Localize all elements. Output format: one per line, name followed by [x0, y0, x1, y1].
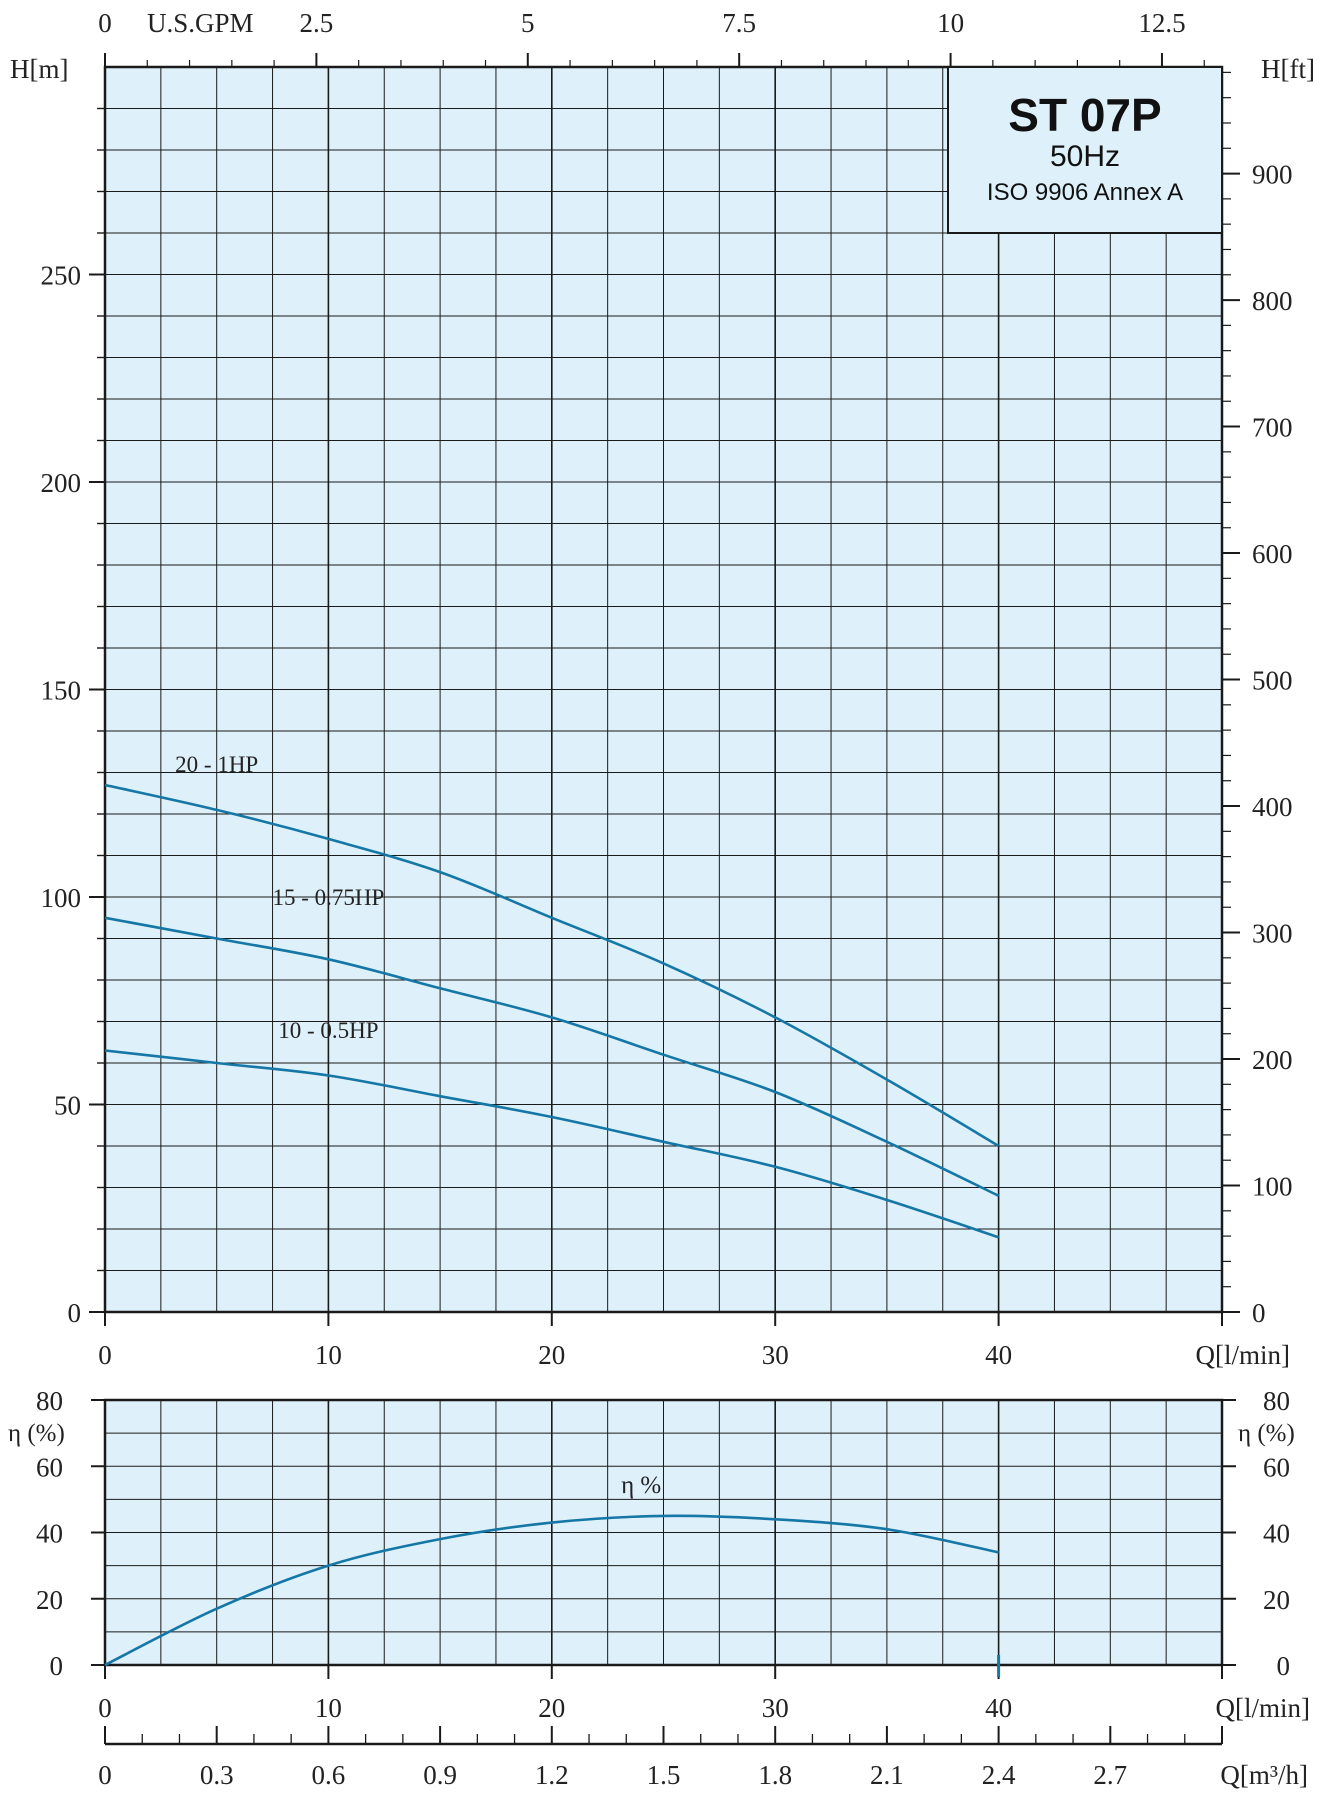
- m3h-axis: 0 0.3 0.6 0.9 1.2 1.5 1.8 2.1 2.4 2.7 Q[m³/h]: [98, 1726, 1308, 1790]
- gpm-tick-label: 5: [521, 8, 535, 38]
- eff-right-tick-label: 0: [1277, 1651, 1291, 1681]
- head-right-tick-label: 400: [1252, 792, 1293, 822]
- title-box: ST 07P 50Hz ISO 9906 Annex A: [947, 66, 1223, 234]
- head-left-tick-label: 100: [41, 883, 82, 913]
- head-right-tick-label: 0: [1252, 1298, 1266, 1328]
- head-x-axis-label: Q[l/min]: [1196, 1340, 1291, 1370]
- eff-left-axis-label: η (%): [8, 1420, 65, 1447]
- head-right-tick-label: 900: [1252, 160, 1293, 190]
- m3h-tick-label: 1.2: [535, 1760, 569, 1790]
- eff-x-tick-label: 0: [98, 1693, 112, 1723]
- head-curve-label: 15 - 0.75HP: [272, 885, 384, 910]
- gpm-tick-label: 0: [98, 8, 112, 38]
- head-right-axis-label: H[ft]: [1261, 54, 1315, 84]
- eff-x-tick-label: 40: [985, 1693, 1012, 1723]
- head-x-tick-label: 30: [762, 1340, 789, 1370]
- head-curve: [104, 1049, 1000, 1239]
- head-right-tick-label: 300: [1252, 919, 1293, 949]
- gpm-tick-label: 7.5: [722, 8, 756, 38]
- eff-left-tick-label: 40: [36, 1519, 63, 1549]
- eff-right-tick-label: 40: [1263, 1519, 1290, 1549]
- gpm-tick-label: 10: [937, 8, 964, 38]
- head-x-tick-label: 40: [985, 1340, 1012, 1370]
- eff-right-tick-label: 20: [1263, 1585, 1290, 1615]
- m3h-tick-label: 0.9: [423, 1760, 457, 1790]
- m3h-tick-label: 0.6: [312, 1760, 346, 1790]
- head-x-tick-label: 20: [538, 1340, 565, 1370]
- head-curve: [104, 783, 1000, 1148]
- gpm-tick-label: 12.5: [1138, 8, 1185, 38]
- head-left-tick-label: 50: [54, 1091, 81, 1121]
- eff-x-tick-label: 30: [762, 1693, 789, 1723]
- eff-left-tick-label: 20: [36, 1585, 63, 1615]
- m3h-tick-label: 1.5: [647, 1760, 681, 1790]
- head-right-tick-label: 700: [1252, 413, 1293, 443]
- standard-label: ISO 9906 Annex A: [987, 179, 1183, 206]
- eff-right-tick-label: 80: [1263, 1386, 1290, 1416]
- head-curve-label: 20 - 1HP: [175, 752, 258, 777]
- head-left-tick-label: 250: [41, 261, 82, 291]
- frequency-label: 50Hz: [1050, 140, 1120, 173]
- head-left-tick-label: 150: [41, 676, 82, 706]
- head-left-tick-label: 200: [41, 468, 82, 498]
- head-curve-label: 10 - 0.5HP: [278, 1018, 378, 1043]
- head-right-tick-label: 800: [1252, 286, 1293, 316]
- eff-left-tick-label: 80: [36, 1386, 63, 1416]
- head-left-axis-label: H[m]: [10, 54, 68, 84]
- eff-left-tick-label: 60: [36, 1452, 63, 1482]
- m3h-axis-label: Q[m³/h]: [1220, 1760, 1308, 1790]
- eff-right-tick-label: 60: [1263, 1452, 1290, 1482]
- head-left-tick-label: 0: [68, 1298, 82, 1328]
- head-curve: [104, 916, 1000, 1197]
- eff-curve-label: η %: [621, 1472, 661, 1499]
- model-title: ST 07P: [1008, 89, 1161, 141]
- head-x-tick-label: 0: [98, 1340, 112, 1370]
- eff-left-tick-label: 0: [50, 1651, 64, 1681]
- m3h-tick-label: 2.1: [870, 1760, 904, 1790]
- gpm-axis-label: U.S.GPM: [147, 8, 254, 38]
- head-right-tick-label: 500: [1252, 666, 1293, 696]
- m3h-tick-label: 1.8: [758, 1760, 792, 1790]
- head-right-tick-label: 600: [1252, 539, 1293, 569]
- eff-x-axis-label: Q[l/min]: [1216, 1693, 1311, 1723]
- head-plot: 050100150200250H[m]010020030040050060070…: [10, 8, 1315, 1370]
- eff-x-tick-label: 20: [538, 1693, 565, 1723]
- eff-x-tick-label: 10: [315, 1693, 342, 1723]
- head-right-tick-label: 100: [1252, 1172, 1293, 1202]
- m3h-tick-label: 2.7: [1093, 1760, 1127, 1790]
- eff-right-axis-label: η (%): [1238, 1420, 1295, 1447]
- m3h-tick-label: 2.4: [982, 1760, 1016, 1790]
- gpm-tick-label: 2.5: [300, 8, 334, 38]
- head-right-tick-label: 200: [1252, 1045, 1293, 1075]
- m3h-tick-label: 0: [98, 1760, 112, 1790]
- eff-curve: [104, 1514, 999, 1667]
- head-x-tick-label: 10: [315, 1340, 342, 1370]
- m3h-tick-label: 0.3: [200, 1760, 234, 1790]
- efficiency-plot: 0 0 20 20 40 40 60 60 80 80 η (%) η (%) 0 10 20 30 40 Q[l…: [8, 1386, 1310, 1723]
